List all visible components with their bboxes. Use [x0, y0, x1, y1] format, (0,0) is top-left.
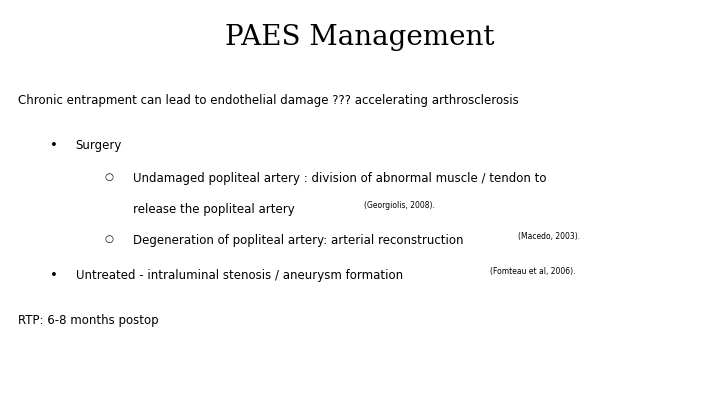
Text: release the popliteal artery: release the popliteal artery — [133, 203, 299, 216]
Text: ⛹: ⛹ — [662, 354, 670, 369]
Text: (Macedo, 2003).: (Macedo, 2003). — [518, 232, 580, 241]
Text: •: • — [50, 269, 58, 282]
Text: ○: ○ — [104, 172, 114, 182]
Text: Surgery: Surgery — [76, 139, 122, 152]
Text: •: • — [50, 139, 58, 152]
Text: ○: ○ — [104, 234, 114, 244]
Text: PAES Management: PAES Management — [225, 24, 495, 51]
Text: (Fomteau et al, 2006).: (Fomteau et al, 2006). — [490, 267, 575, 276]
Text: MP Sports Physicians: MP Sports Physicians — [611, 381, 706, 390]
Text: mpsportsphysicians.com.au: mpsportsphysicians.com.au — [14, 373, 140, 382]
Text: Degeneration of popliteal artery: arterial reconstruction: Degeneration of popliteal artery: arteri… — [133, 234, 467, 247]
Text: (Georgiolis, 2008).: (Georgiolis, 2008). — [364, 201, 434, 210]
Text: Chronic entrapment can lead to endothelial damage ??? accelerating arthroscleros: Chronic entrapment can lead to endotheli… — [18, 94, 518, 107]
Text: Untreated - intraluminal stenosis / aneurysm formation: Untreated - intraluminal stenosis / aneu… — [76, 269, 407, 282]
Text: Undamaged popliteal artery : division of abnormal muscle / tendon to: Undamaged popliteal artery : division of… — [133, 172, 546, 185]
Text: RTP: 6-8 months postop: RTP: 6-8 months postop — [18, 314, 158, 327]
